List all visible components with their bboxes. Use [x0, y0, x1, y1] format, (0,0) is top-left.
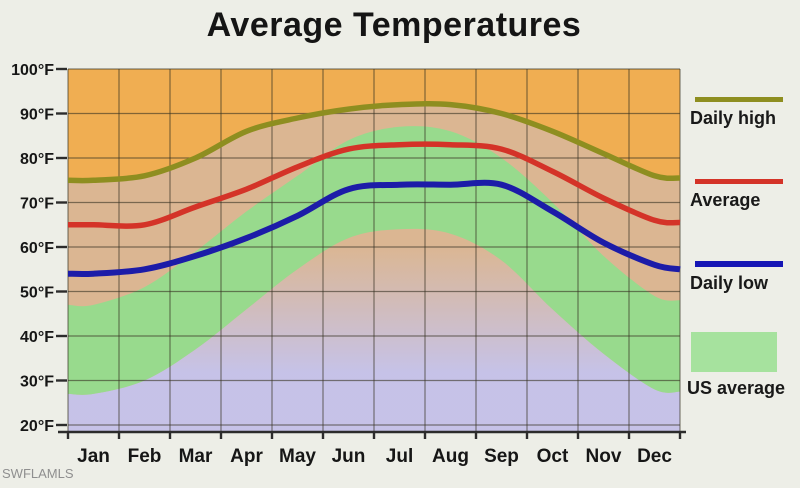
y-axis-label: 100°F — [11, 62, 54, 79]
x-axis-label-feb: Feb — [128, 446, 162, 467]
legend-item-us-average: US average — [686, 332, 785, 399]
gridlines — [67, 68, 681, 431]
legend-label-average: Average — [690, 190, 761, 210]
us-average-area-swatch — [691, 332, 777, 372]
legend-item-daily-low: Daily low — [690, 261, 783, 294]
x-axis-label-aug: Aug — [432, 446, 469, 467]
y-axis-label: 30°F — [20, 374, 54, 391]
x-axis-label-mar: Mar — [179, 446, 213, 467]
legend-label-daily-low: Daily low — [690, 273, 769, 293]
daily-high-line — [67, 101, 681, 184]
y-axis-label: 80°F — [20, 151, 54, 168]
average-line — [68, 141, 681, 229]
x-axis-label-oct: Oct — [537, 446, 569, 467]
daily-low-line — [67, 179, 681, 278]
y-axis-label: 50°F — [20, 285, 54, 302]
legend: Daily high Average Daily low US average — [687, 0, 800, 488]
daily-low-line-swatch — [695, 261, 783, 267]
axes — [56, 67, 686, 439]
x-axis-label-apr: Apr — [230, 446, 263, 467]
x-axis-label-jul: Jul — [386, 446, 413, 467]
x-axis-label-dec: Dec — [637, 446, 672, 467]
x-axis-label-sep: Sep — [484, 446, 519, 467]
watermark-text: SWFLAMLS — [2, 466, 74, 481]
legend-item-daily-high: Daily high — [690, 97, 783, 129]
x-axis-label-jan: Jan — [77, 446, 110, 467]
chart-title: Average Temperatures — [206, 6, 582, 44]
y-axis-label: 90°F — [20, 107, 54, 124]
y-axis-label: 60°F — [20, 240, 54, 257]
x-axis-label-jun: Jun — [332, 446, 366, 467]
legend-label-daily-high: Daily high — [690, 108, 777, 128]
y-axis-label: 70°F — [20, 196, 54, 213]
daily-high-line-swatch — [695, 97, 783, 102]
x-axis-label-may: May — [279, 446, 316, 467]
average-line-swatch — [695, 179, 783, 184]
y-axis-label: 20°F — [20, 418, 54, 435]
y-axis-label: 40°F — [20, 329, 54, 346]
legend-item-average: Average — [690, 179, 783, 211]
legend-label-us-average: US average — [687, 378, 786, 398]
x-axis-label-nov: Nov — [586, 446, 622, 467]
